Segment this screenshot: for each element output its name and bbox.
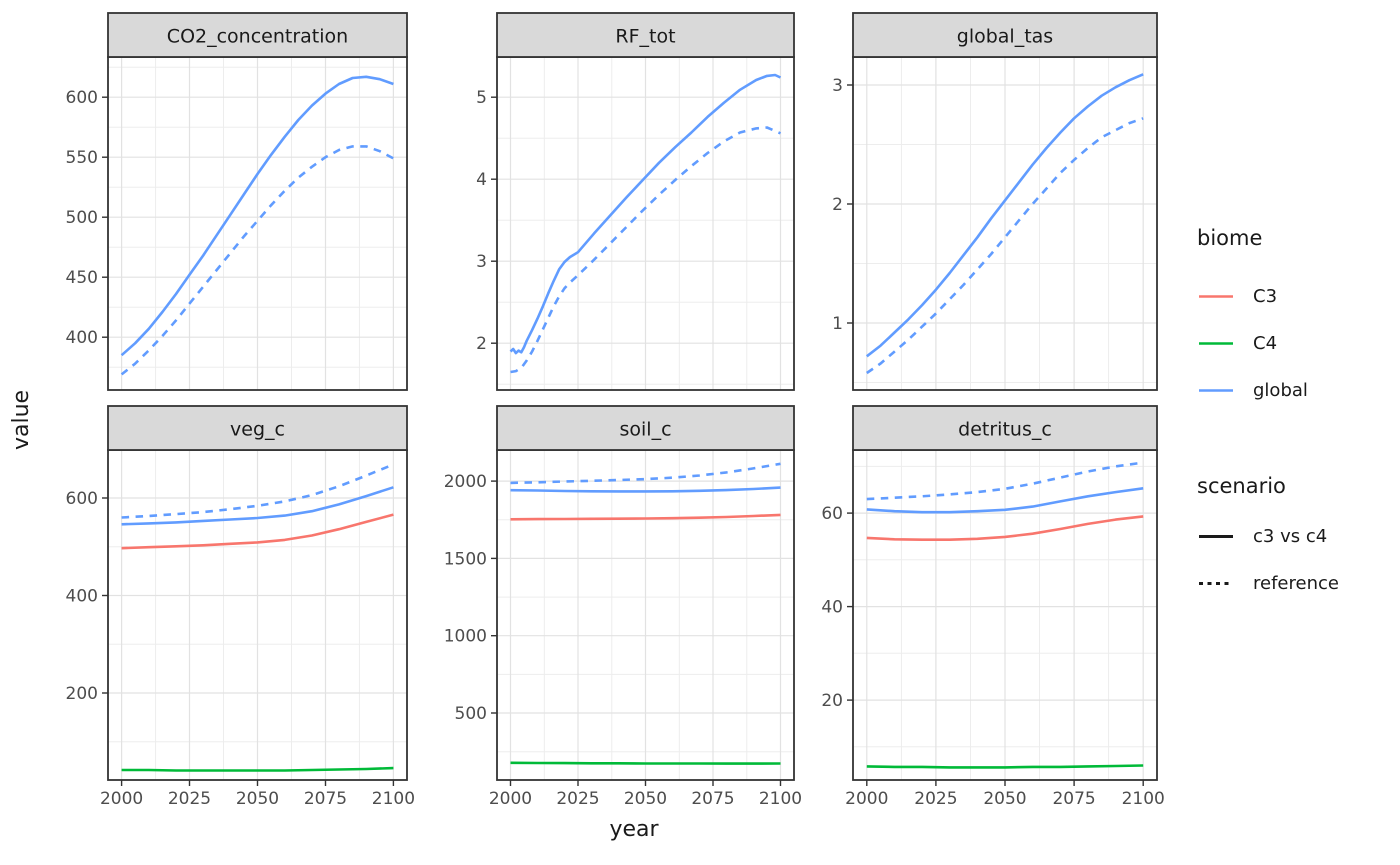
series-C3-c3-vs-c4	[510, 513, 781, 521]
y-tick-label: 550	[66, 148, 98, 168]
x-tick-label: 2025	[914, 789, 957, 809]
x-tick-label: 2025	[556, 789, 599, 809]
series-C3-c3-vs-c4	[121, 513, 394, 550]
legend-label: C4	[1253, 333, 1278, 354]
facet-co2-concentration: 400 450 500 550 600 CO2_concentration	[66, 12, 408, 391]
series-C4-c3-vs-c4	[121, 766, 394, 772]
y-axis-title: value	[9, 389, 34, 451]
legend-label: C3	[1253, 286, 1278, 307]
strip-title: veg_c	[230, 419, 285, 441]
x-tick-label: 2000	[489, 789, 532, 809]
legend-scenario-title: scenario	[1197, 474, 1286, 498]
series-global-c3-vs-c4	[121, 486, 394, 526]
series-C3-c3-vs-c4	[866, 515, 1144, 541]
legend-label: global	[1253, 380, 1308, 401]
x-tick-label: 2000	[100, 789, 143, 809]
x-axis-title: year	[609, 817, 659, 842]
series-global-c3-vs-c4	[866, 487, 1144, 514]
strip-title: soil_c	[619, 419, 671, 441]
series-global-reference	[120, 145, 395, 376]
facet-rf-tot: 2 3 4 5 RF_tot	[476, 12, 795, 391]
y-tick-label: 4	[476, 170, 487, 190]
x-tick-label: 2075	[691, 789, 734, 809]
y-tick-label: 500	[66, 208, 98, 228]
y-tick-label: 40	[821, 598, 843, 618]
y-tick-label: 60	[821, 504, 843, 524]
legend-key-c3-line-icon	[1199, 295, 1233, 298]
legend-key-c4-line-icon	[1199, 342, 1233, 345]
x-tick-label: 2100	[759, 789, 802, 809]
facet-strip	[496, 12, 795, 58]
legend-label: reference	[1253, 573, 1339, 594]
strip-title: global_tas	[957, 26, 1053, 48]
facet-global-tas: 1 2 3 global_tas	[832, 12, 1158, 391]
series-global-c3-vs-c4	[509, 73, 782, 355]
series-global-reference	[510, 126, 782, 374]
facet-strip	[496, 405, 795, 451]
series-global-reference	[866, 461, 1144, 501]
y-tick-label: 2	[832, 195, 843, 215]
y-tick-label: 1000	[444, 627, 487, 647]
series-global-c3-vs-c4	[510, 486, 781, 493]
y-tick-label: 3	[832, 76, 843, 96]
legend-key-dashed-line-icon	[1199, 582, 1233, 585]
legend-key-global-line-icon	[1199, 389, 1233, 392]
legend-entry-c4: C4	[1197, 331, 1308, 356]
facet-strip	[852, 405, 1158, 451]
y-tick-label: 2	[476, 334, 487, 354]
y-tick-label: 200	[66, 684, 98, 704]
x-tick-label: 2100	[372, 789, 415, 809]
legend-biome-title: biome	[1197, 226, 1263, 250]
y-tick-label: 1500	[444, 549, 487, 569]
strip-title: CO2_concentration	[167, 26, 348, 48]
facet-strip	[107, 405, 408, 451]
series-global-reference	[510, 462, 781, 485]
y-tick-label: 500	[455, 704, 487, 724]
facet-detritus-c: 20 40 60 2000 2025 2050 2075 2100 detritus_c	[821, 405, 1165, 809]
x-tick-label: 2000	[845, 789, 888, 809]
y-tick-label: 1	[832, 314, 843, 334]
series-global-reference	[121, 463, 394, 519]
facet-soil-c: 500 1000 1500 2000 2000 2025 2050 2075 2100 soil…	[444, 405, 802, 809]
legend-entry-c3-vs-c4: c3 vs c4	[1197, 524, 1339, 549]
x-tick-label: 2025	[168, 789, 211, 809]
y-tick-label: 3	[476, 252, 487, 272]
legend-entry-c3: C3	[1197, 284, 1308, 309]
y-tick-label: 600	[66, 88, 98, 108]
y-tick-label: 400	[66, 328, 98, 348]
x-tick-label: 2050	[983, 789, 1026, 809]
legend-key-solid-line-icon	[1199, 535, 1233, 538]
facet-strip	[107, 12, 408, 58]
strip-title: RF_tot	[615, 26, 675, 48]
facet-strip	[852, 12, 1158, 58]
x-tick-label: 2050	[624, 789, 667, 809]
y-tick-label: 2000	[444, 472, 487, 492]
x-tick-label: 2100	[1122, 789, 1165, 809]
y-tick-label: 20	[821, 691, 843, 711]
facet-veg-c: 200 400 600 2000 2025 2050 2075 2100 veg_c	[66, 405, 415, 809]
x-tick-label: 2075	[304, 789, 347, 809]
series-C4-c3-vs-c4	[510, 761, 781, 765]
legend-entry-global: global	[1197, 378, 1308, 403]
y-tick-label: 400	[66, 587, 98, 607]
series-C4-c3-vs-c4	[866, 764, 1144, 769]
y-tick-label: 450	[66, 268, 98, 288]
legend-label: c3 vs c4	[1253, 526, 1328, 547]
series-global-reference	[866, 117, 1144, 375]
x-tick-label: 2050	[236, 789, 279, 809]
y-tick-label: 600	[66, 489, 98, 509]
strip-title: detritus_c	[958, 419, 1052, 441]
legend-biome: biome C3 C4 global	[1197, 224, 1308, 403]
legend-entry-reference: reference	[1197, 571, 1339, 596]
x-tick-label: 2075	[1052, 789, 1095, 809]
series-global-c3-vs-c4	[866, 73, 1144, 358]
y-tick-label: 5	[476, 88, 487, 108]
legend-scenario: scenario c3 vs c4 reference	[1197, 472, 1339, 596]
series-global-c3-vs-c4	[120, 75, 394, 357]
